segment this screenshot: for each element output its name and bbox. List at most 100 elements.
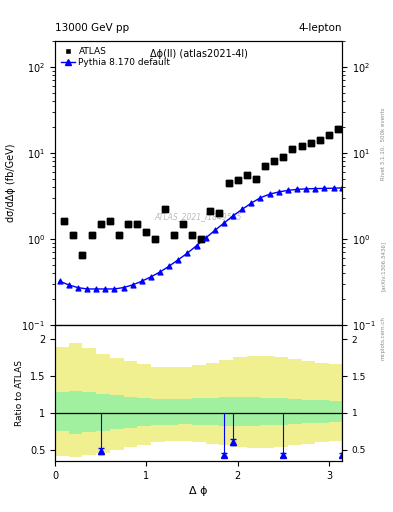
Point — [152, 234, 159, 243]
ATLAS — [216, 209, 222, 217]
Point — [180, 220, 186, 228]
Point — [303, 185, 309, 193]
Point — [266, 190, 273, 198]
ATLAS — [134, 220, 140, 228]
Point — [102, 285, 108, 293]
Point — [116, 231, 122, 239]
Point — [294, 185, 300, 194]
Point — [139, 277, 145, 285]
ATLAS — [262, 162, 268, 170]
Point — [257, 194, 264, 202]
ATLAS — [289, 145, 296, 153]
Point — [331, 184, 337, 193]
Point — [97, 220, 104, 228]
Point — [248, 199, 255, 207]
ATLAS — [180, 220, 186, 228]
Text: 4-lepton: 4-lepton — [298, 23, 342, 33]
Point — [285, 186, 291, 195]
Text: 13000 GeV pp: 13000 GeV pp — [55, 23, 129, 33]
ATLAS — [143, 228, 149, 236]
Point — [339, 184, 345, 192]
Point — [221, 219, 227, 227]
Point — [107, 217, 113, 225]
Point — [298, 142, 305, 150]
Point — [326, 131, 332, 139]
Point — [312, 184, 318, 193]
Point — [171, 231, 177, 239]
Legend: ATLAS, Pythia 8.170 default: ATLAS, Pythia 8.170 default — [59, 46, 172, 69]
ATLAS — [326, 131, 332, 139]
Point — [93, 285, 99, 293]
ATLAS — [244, 171, 250, 179]
Point — [244, 171, 250, 179]
Point — [175, 255, 182, 264]
Text: [arXiv:1306.3436]: [arXiv:1306.3436] — [381, 241, 386, 291]
ATLAS — [235, 176, 241, 184]
Point — [308, 139, 314, 147]
ATLAS — [116, 231, 122, 239]
ATLAS — [308, 139, 314, 147]
ATLAS — [107, 217, 113, 225]
Point — [111, 285, 118, 293]
Point — [321, 184, 327, 193]
Point — [335, 125, 341, 133]
Point — [193, 242, 200, 250]
ATLAS — [317, 136, 323, 144]
Point — [130, 281, 136, 289]
Point — [61, 217, 67, 225]
ATLAS — [189, 231, 195, 239]
Point — [235, 176, 241, 184]
Point — [239, 205, 245, 214]
Point — [207, 207, 213, 215]
Point — [271, 157, 277, 165]
Point — [216, 209, 222, 217]
ATLAS — [162, 205, 168, 214]
Point — [275, 188, 282, 196]
Point — [198, 234, 204, 243]
Point — [70, 231, 76, 239]
Point — [225, 179, 231, 187]
Point — [280, 153, 286, 161]
Point — [125, 220, 131, 228]
ATLAS — [171, 231, 177, 239]
ATLAS — [79, 251, 86, 259]
Point — [134, 220, 140, 228]
Point — [166, 262, 172, 270]
Point — [212, 226, 218, 234]
Text: Rivet 3.1.10,  500k events: Rivet 3.1.10, 500k events — [381, 107, 386, 180]
Point — [143, 228, 149, 236]
ATLAS — [88, 231, 95, 239]
Point — [189, 231, 195, 239]
ATLAS — [198, 234, 204, 243]
Point — [57, 277, 63, 285]
ATLAS — [125, 220, 131, 228]
Point — [148, 273, 154, 281]
ATLAS — [253, 175, 259, 183]
ATLAS — [225, 179, 231, 187]
Point — [317, 136, 323, 144]
ATLAS — [271, 157, 277, 165]
Point — [230, 211, 236, 220]
ATLAS — [207, 207, 213, 215]
Point — [79, 251, 86, 259]
X-axis label: Δ ϕ: Δ ϕ — [189, 486, 208, 496]
Text: mcplots.cern.ch: mcplots.cern.ch — [381, 316, 386, 360]
Point — [84, 285, 90, 293]
Point — [184, 249, 191, 257]
Point — [289, 145, 296, 153]
Point — [120, 284, 127, 292]
ATLAS — [70, 231, 76, 239]
Y-axis label: dσ/dΔϕ (fb/GeV): dσ/dΔϕ (fb/GeV) — [6, 143, 16, 222]
ATLAS — [61, 217, 67, 225]
Point — [88, 231, 95, 239]
Point — [162, 205, 168, 214]
Point — [262, 162, 268, 170]
ATLAS — [97, 220, 104, 228]
Point — [202, 234, 209, 242]
ATLAS — [152, 234, 159, 243]
Text: ATLAS_2021_I1849535: ATLAS_2021_I1849535 — [155, 212, 242, 221]
Y-axis label: Ratio to ATLAS: Ratio to ATLAS — [15, 360, 24, 425]
ATLAS — [280, 153, 286, 161]
Point — [75, 284, 81, 292]
Point — [66, 281, 72, 289]
